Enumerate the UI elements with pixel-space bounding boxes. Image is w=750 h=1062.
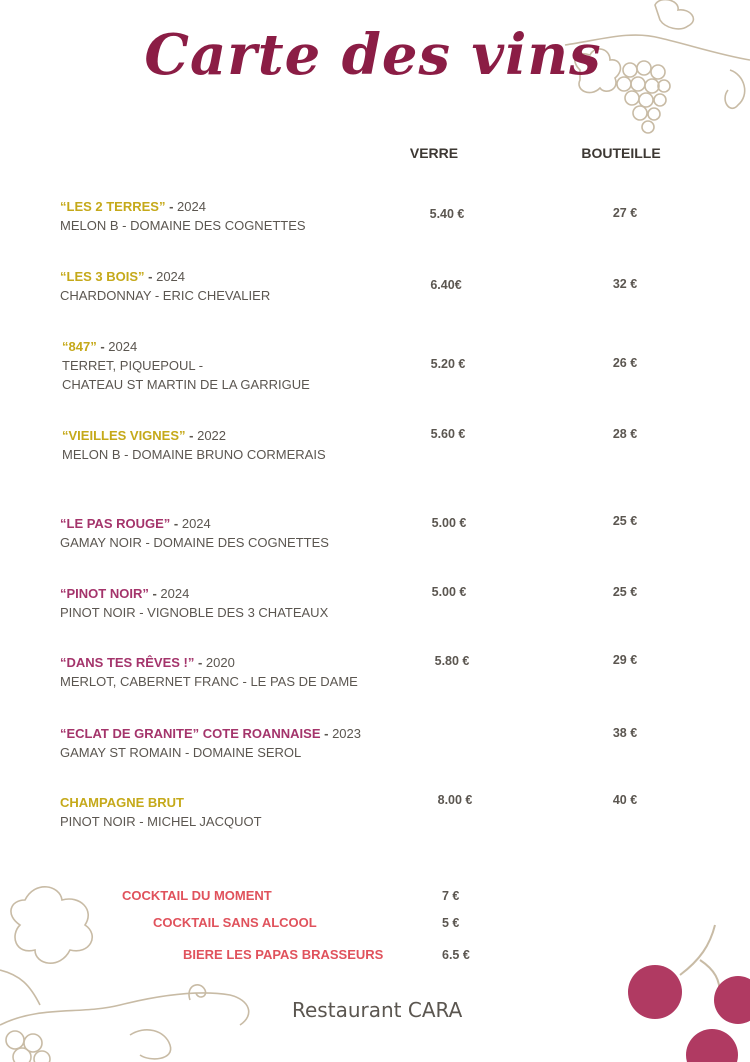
wine-name: “VIEILLES VIGNES” (62, 428, 186, 443)
red-grapes-illustration (628, 924, 750, 1062)
bottle-price: 32 € (612, 277, 638, 291)
wine-item: “VIEILLES VIGNES” - 2022 MELON B - DOMAIN… (62, 426, 326, 464)
bottle-column-header: BOUTEILLE (581, 145, 661, 161)
glass-price: 5.40 € (429, 207, 465, 221)
drink-name: COCKTAIL DU MOMENT (122, 888, 272, 903)
separator: - (170, 516, 182, 531)
wine-title-line: CHAMPAGNE BRUT (60, 793, 262, 812)
wine-title-line: “VIEILLES VIGNES” - 2022 (62, 426, 326, 445)
wine-year: 2024 (108, 339, 138, 354)
wine-year: 2024 (181, 516, 211, 531)
wine-title-line: “DANS TES RÊVES !” - 2020 (60, 653, 358, 672)
glass-price: 5.60 € (430, 427, 466, 441)
wine-name: “ECLAT DE GRANITE” COTE ROANNAISE (60, 726, 321, 741)
wine-item: “LES 2 TERRES” - 2024 MELON B - DOMAINE D… (60, 197, 306, 235)
drink-price: 6.5 € (442, 948, 470, 962)
bottle-price: 26 € (612, 356, 638, 370)
wine-year: 2020 (205, 655, 235, 670)
wine-title-line: “847” - 2024 (62, 337, 310, 356)
separator: - (148, 586, 161, 601)
wine-details: GAMAY NOIR - DOMAINE DES COGNETTES (60, 535, 329, 550)
wine-details: CHARDONNAY - ERIC CHEVALIER (60, 288, 271, 303)
wine-item: CHAMPAGNE BRUT PINOT NOIR - MICHEL JACQUO… (60, 793, 262, 831)
wine-details: PINOT NOIR - MICHEL JACQUOT (60, 814, 262, 829)
wine-details: PINOT NOIR - VIGNOBLE DES 3 CHATEAUX (60, 605, 329, 620)
wine-name: “LES 3 BOIS” (60, 269, 145, 284)
wine-title-line: “LE PAS ROUGE” - 2024 (60, 514, 329, 533)
wine-details: MERLOT, CABERNET FRANC - LE PAS DE DAME (60, 674, 358, 689)
wine-year: 2022 (197, 428, 227, 443)
glass-column-header: VERRE (409, 145, 459, 161)
separator: - (185, 428, 198, 443)
drink-name: COCKTAIL SANS ALCOOL (153, 915, 317, 930)
glass-price: 5.80 € (434, 654, 470, 668)
glass-price: 5.00 € (431, 516, 467, 530)
wine-title-line: “LES 2 TERRES” - 2024 (60, 197, 306, 216)
wine-name: “LES 2 TERRES” (60, 199, 166, 214)
wine-details: GAMAY ST ROMAIN - DOMAINE SEROL (60, 745, 302, 760)
wine-item: “DANS TES RÊVES !” - 2020 MERLOT, CABERNE… (60, 653, 358, 691)
wine-title-line: “LES 3 BOIS” - 2024 (60, 267, 270, 286)
glass-price: 5.20 € (430, 357, 466, 371)
bottle-price: 25 € (612, 585, 638, 599)
wine-year: 2024 (160, 586, 190, 601)
wine-year: 2024 (177, 199, 206, 214)
separator: - (96, 339, 109, 354)
wine-name: “847” (62, 339, 97, 354)
wine-item: “LE PAS ROUGE” - 2024 GAMAY NOIR - DOMAIN… (60, 514, 329, 552)
separator: - (320, 726, 333, 741)
wine-item: “LES 3 BOIS” - 2024 CHARDONNAY - ERIC CHE… (60, 267, 270, 305)
wine-year: 2023 (332, 726, 361, 741)
wine-name: CHAMPAGNE BRUT (60, 795, 184, 810)
bottle-price: 28 € (612, 427, 638, 441)
bottle-price: 29 € (612, 653, 638, 667)
wine-name: “PINOT NOIR” (60, 586, 149, 601)
separator: - (144, 269, 157, 284)
bottle-price: 38 € (612, 726, 638, 740)
wine-item: “ECLAT DE GRANITE” COTE ROANNAISE - 2023… (60, 724, 361, 762)
glass-price: 6.40€ (430, 278, 462, 292)
restaurant-name: Restaurant CARA (292, 998, 463, 1022)
wine-item: “847” - 2024 TERRET, PIQUEPOUL - CHATEAU S… (62, 337, 310, 394)
wine-details: TERRET, PIQUEPOUL - (62, 358, 204, 373)
bottle-price: 27 € (612, 206, 638, 220)
drink-price: 7 € (442, 889, 460, 903)
drink-name: BIERE LES PAPAS BRASSEURS (183, 947, 384, 962)
wine-details: CHATEAU ST MARTIN DE LA GARRIGUE (62, 377, 310, 392)
grape-vine-illustration-bottom (0, 886, 250, 1062)
wine-title-line: “ECLAT DE GRANITE” COTE ROANNAISE - 2023 (60, 724, 361, 743)
wine-name: “DANS TES RÊVES !” (60, 655, 195, 670)
grape-vine-illustration-top (564, 0, 750, 134)
wine-title-line: “PINOT NOIR” - 2024 (60, 584, 328, 603)
separator: - (165, 199, 178, 214)
wine-details: MELON B - DOMAINE BRUNO CORMERAIS (62, 447, 326, 462)
wine-name: “LE PAS ROUGE” (60, 516, 171, 531)
separator: - (194, 655, 206, 670)
drink-price: 5 € (442, 916, 460, 930)
bottle-price: 40 € (612, 793, 638, 807)
glass-price: 5.00 € (431, 585, 467, 599)
wine-year: 2024 (156, 269, 186, 284)
page-title: Carte des vins (144, 22, 602, 88)
glass-price: 8.00 € (437, 793, 473, 807)
wine-details: MELON B - DOMAINE DES COGNETTES (60, 218, 306, 233)
wine-item: “PINOT NOIR” - 2024 PINOT NOIR - VIGNOBLE… (60, 584, 328, 622)
bottle-price: 25 € (612, 514, 638, 528)
